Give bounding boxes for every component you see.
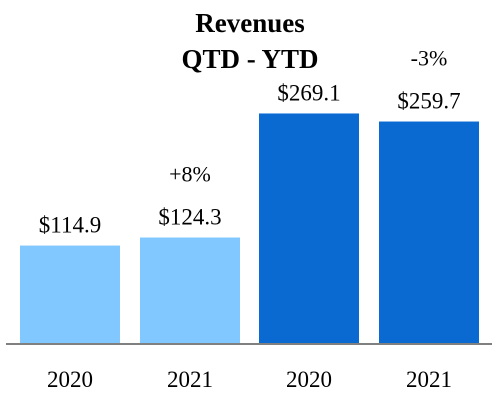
x-tick-label-4: 2021 (406, 367, 452, 392)
bar-1 (20, 245, 120, 344)
x-tick-label-2: 2021 (167, 367, 213, 392)
change-annotation-2: -3% (411, 46, 448, 71)
x-tick-label-1: 2020 (47, 367, 93, 392)
x-tick-labels-group: 2020 2021 2020 2021 (47, 367, 452, 392)
bar-2 (140, 237, 240, 344)
value-labels-group: $114.9 $124.3 $269.1 $259.7 (39, 80, 461, 237)
change-annotation-1: +8% (169, 162, 211, 187)
x-tick-label-3: 2020 (286, 367, 332, 392)
annotations-group: +8% -3% (169, 46, 447, 187)
bar-3 (259, 113, 359, 344)
chart-title: Revenues (195, 8, 305, 38)
chart-subtitle: QTD - YTD (181, 44, 318, 74)
value-label-2: $124.3 (158, 205, 221, 230)
bar-4 (379, 121, 479, 344)
value-label-4: $259.7 (397, 89, 460, 114)
bars-group (20, 113, 479, 344)
value-label-1: $114.9 (39, 213, 101, 238)
value-label-3: $269.1 (277, 80, 340, 105)
